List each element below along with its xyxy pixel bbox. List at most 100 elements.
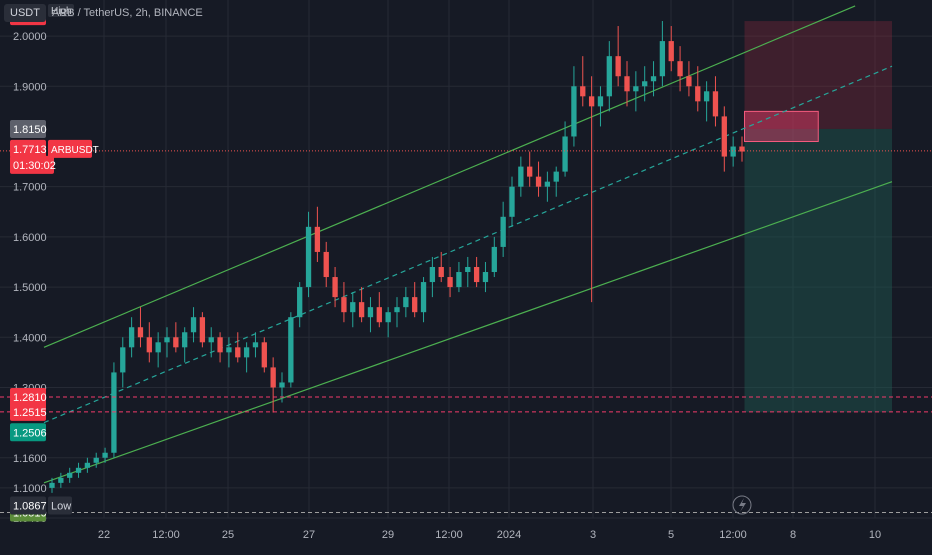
candle-body xyxy=(518,166,524,187)
badge-position-top: 1.8150 xyxy=(10,119,47,138)
candle-body xyxy=(465,267,471,273)
candle-body xyxy=(314,226,321,252)
low-marker: 1.0867 Low xyxy=(10,496,72,515)
badge-symbol: ARBUSDT xyxy=(48,139,99,158)
horizontal-levels[interactable] xyxy=(0,150,932,513)
candle-body xyxy=(137,327,144,338)
grid-layer xyxy=(0,0,932,519)
low-label-text: Low xyxy=(51,501,71,513)
candle-body xyxy=(67,472,73,478)
low-value-text: 1.0867 xyxy=(13,501,47,513)
time-tick-label: 3 xyxy=(590,529,596,541)
candle-body xyxy=(650,76,657,82)
candle-body xyxy=(84,462,91,468)
candle-body xyxy=(668,41,674,62)
candle-body xyxy=(642,81,648,87)
take-profit-zone xyxy=(744,128,892,413)
candle-body xyxy=(199,317,206,343)
candle-body xyxy=(633,86,639,92)
candle-body xyxy=(527,166,533,177)
candle-body xyxy=(323,251,329,278)
candle-body xyxy=(730,146,736,157)
price-badges: 1.8150 1.7713 ARBUSDT 01:30:02 1.2810 1.2515 1… xyxy=(10,4,99,522)
candle-body xyxy=(243,347,250,358)
position-zones[interactable] xyxy=(744,21,892,413)
badge-position-top-text: 1.8150 xyxy=(13,124,47,136)
candle-body xyxy=(500,216,506,247)
channel-upper-line xyxy=(43,5,856,348)
candle-body xyxy=(509,186,515,217)
candle-body xyxy=(606,56,612,97)
low-label-bg xyxy=(48,496,72,515)
entry-zone xyxy=(744,110,819,142)
candle-body xyxy=(580,86,586,97)
candle-body xyxy=(403,297,409,308)
badge-countdown-bg xyxy=(10,155,54,174)
badge-level-b-text: 1.2515 xyxy=(13,407,47,419)
candle-body xyxy=(677,61,683,77)
candle-body xyxy=(252,342,259,348)
time-tick-label: 10 xyxy=(869,529,881,541)
candle-body xyxy=(456,272,462,288)
candle-body xyxy=(597,96,604,107)
candle-body xyxy=(686,76,692,87)
channel-lines[interactable] xyxy=(43,5,893,484)
candle-body xyxy=(297,287,303,318)
badge-countdown-text: 01:30:02 xyxy=(13,160,56,172)
candle-body xyxy=(341,297,347,313)
candle-body xyxy=(358,302,365,318)
candle-body xyxy=(491,246,497,273)
candle-body xyxy=(438,267,444,278)
candle-body xyxy=(367,307,374,318)
candle-body xyxy=(164,337,170,343)
candle-body xyxy=(332,277,338,298)
candle-body xyxy=(288,317,294,383)
price-tick-label: 2.0000 xyxy=(13,31,47,43)
candle-body xyxy=(535,176,542,187)
candle-body xyxy=(235,347,241,358)
price-tick-label: 1.6000 xyxy=(13,232,47,244)
candles xyxy=(49,21,745,493)
chart-header: USDT ARB / TetherUS, 2h, BINANCE xyxy=(4,4,203,22)
candle-body xyxy=(102,452,108,458)
candle-body xyxy=(261,342,267,368)
candle-body xyxy=(226,347,232,353)
time-tick-label: 12:00 xyxy=(719,529,747,541)
channel-middle-line xyxy=(43,65,893,424)
price-tick-label: 1.1600 xyxy=(13,453,47,465)
candle-body xyxy=(49,482,55,488)
candle-body xyxy=(695,86,701,102)
candle-body xyxy=(173,337,179,348)
candle-body xyxy=(562,136,568,172)
candle-body xyxy=(120,347,126,373)
badge-level-a: 1.2810 xyxy=(10,388,47,407)
candle-body xyxy=(305,226,312,288)
candle-body xyxy=(721,116,727,157)
candle-body xyxy=(111,372,117,453)
axes: 2.00001.90001.70001.60001.50001.40001.30… xyxy=(13,31,881,541)
time-tick-label: 12:00 xyxy=(435,529,463,541)
badge-position-top-bg xyxy=(10,119,46,138)
candle-body xyxy=(447,277,453,288)
candle-body xyxy=(146,337,152,353)
price-tick-label: 1.5000 xyxy=(13,282,47,294)
time-tick-label: 29 xyxy=(382,529,394,541)
candle-body xyxy=(394,307,400,313)
price-tick-label: 1.1000 xyxy=(13,483,47,495)
candle-body xyxy=(712,91,719,117)
candle-body xyxy=(217,337,223,353)
price-tick-label: 1.9000 xyxy=(13,81,47,93)
badge-level-a-bg xyxy=(10,388,46,407)
price-tick-label: 1.4000 xyxy=(13,332,47,344)
candle-body xyxy=(58,477,64,483)
time-tick-label: 25 xyxy=(222,529,234,541)
lightning-icon xyxy=(732,495,752,515)
badge-level-b-bg xyxy=(10,402,46,421)
currency-button[interactable]: USDT xyxy=(4,4,46,22)
badge-position-bottom: 1.2506 xyxy=(10,423,47,442)
badge-symbol-text: ARBUSDT xyxy=(51,145,99,156)
high-label-bg xyxy=(48,4,74,17)
candle-body xyxy=(182,332,188,348)
high-label-text: High xyxy=(51,6,72,17)
